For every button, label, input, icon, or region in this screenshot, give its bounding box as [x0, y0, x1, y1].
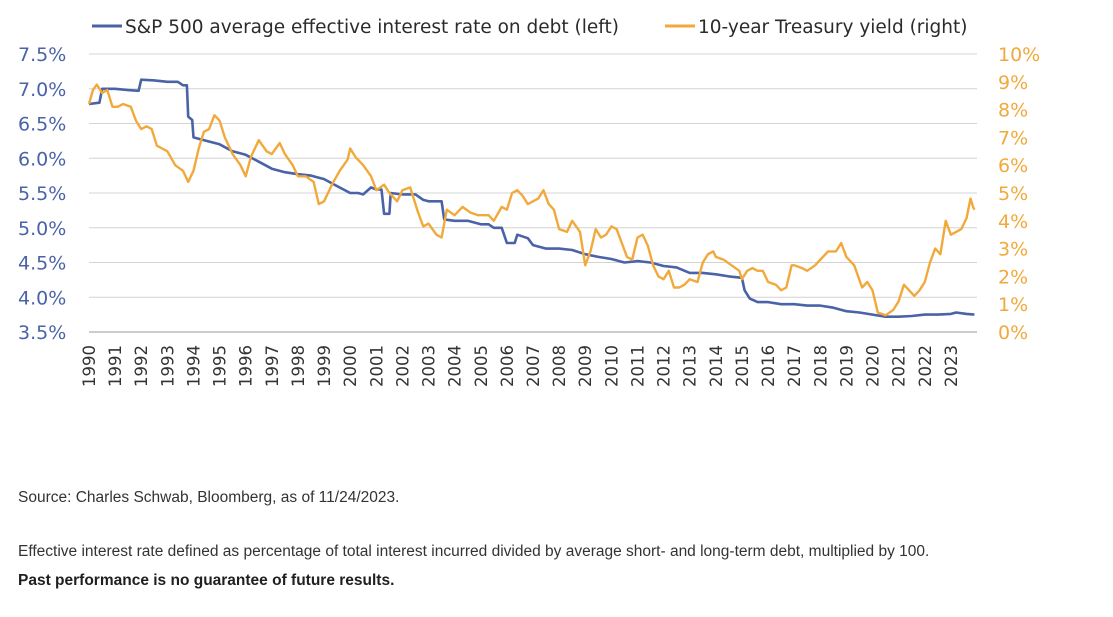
treasury-yield-line [87, 83, 976, 317]
interest-rate-chart: S&P 500 average effective interest rate … [18, 17, 1040, 387]
x-tick-label: 2006 [498, 345, 517, 387]
x-axis: 1990 1991 1992 1993 1994 1995 1996 1997 1998 1999… [80, 345, 961, 387]
x-tick-label: 2000 [341, 345, 360, 387]
disclaimer-note: Past performance is no guarantee of futu… [18, 572, 395, 589]
chart-series [87, 78, 976, 318]
chart-legend: S&P 500 average effective interest rate … [92, 17, 967, 38]
x-tick-label: 2018 [811, 345, 830, 387]
left-y-tick-label: 4.0% [18, 287, 66, 309]
x-tick-label: 2005 [472, 345, 491, 387]
right-y-tick-label: 8% [998, 100, 1028, 122]
x-tick-label: 2023 [942, 345, 961, 387]
left-y-tick-label: 4.5% [18, 253, 66, 275]
right-y-tick-label: 5% [998, 183, 1028, 205]
x-tick-label: 1996 [237, 345, 256, 387]
x-tick-label: 2001 [367, 345, 386, 387]
left-y-tick-label: 7.0% [18, 79, 66, 101]
x-tick-label: 2011 [628, 345, 647, 387]
x-tick-label: 1992 [132, 345, 151, 387]
x-tick-label: 2017 [785, 345, 804, 387]
x-tick-label: 2004 [446, 345, 465, 387]
x-tick-label: 1990 [80, 345, 99, 387]
source-note: Source: Charles Schwab, Bloomberg, as of… [18, 489, 400, 506]
right-y-tick-label: 0% [998, 322, 1028, 344]
right-y-tick-label: 2% [998, 266, 1028, 288]
left-y-axis: 7.5% 7.0% 6.5% 6.0% 5.5% 5.0% 4.5% 4.0% 3.5% [18, 44, 66, 344]
x-tick-label: 2014 [707, 345, 726, 387]
left-y-tick-label: 6.0% [18, 148, 66, 170]
x-tick-label: 2003 [420, 345, 439, 387]
legend-entry: 10-year Treasury yield (right) [698, 17, 967, 38]
x-tick-label: 1998 [289, 345, 308, 387]
definition-note: Effective interest rate defined as perce… [18, 543, 930, 560]
x-tick-label: 2020 [864, 345, 883, 387]
right-y-tick-label: 6% [998, 155, 1028, 177]
left-y-tick-label: 6.5% [18, 114, 66, 136]
x-tick-label: 1994 [184, 345, 203, 387]
x-tick-label: 2015 [733, 345, 752, 387]
right-y-tick-label: 9% [998, 72, 1028, 94]
x-tick-label: 1997 [263, 345, 282, 387]
x-tick-label: 2002 [393, 345, 412, 387]
x-tick-label: 1991 [106, 345, 125, 387]
right-y-axis: 10% 9% 8% 7% 6% 5% 4% 3% 2% 1% 0% [998, 44, 1040, 344]
x-tick-label: 2008 [550, 345, 569, 387]
left-y-tick-label: 5.0% [18, 218, 66, 240]
left-y-tick-label: 3.5% [18, 322, 66, 344]
right-y-tick-label: 1% [998, 294, 1028, 316]
x-tick-label: 2012 [655, 345, 674, 387]
x-tick-label: 2022 [916, 345, 935, 387]
x-tick-label: 2007 [524, 345, 543, 387]
right-y-tick-label: 3% [998, 239, 1028, 261]
x-tick-label: 2013 [681, 345, 700, 387]
chart-gridlines [89, 53, 977, 333]
legend-entry: S&P 500 average effective interest rate … [125, 17, 619, 38]
x-tick-label: 1999 [315, 345, 334, 387]
x-tick-label: 2016 [759, 345, 778, 387]
right-y-tick-label: 7% [998, 127, 1028, 149]
left-y-tick-label: 7.5% [18, 44, 66, 66]
x-tick-label: 2010 [602, 345, 621, 387]
sp500-effective-rate-line [88, 78, 975, 318]
x-tick-label: 1993 [158, 345, 177, 387]
x-tick-label: 2021 [890, 345, 909, 387]
right-y-tick-label: 10% [998, 44, 1040, 66]
right-y-tick-label: 4% [998, 211, 1028, 233]
x-tick-label: 2009 [576, 345, 595, 387]
left-y-tick-label: 5.5% [18, 183, 66, 205]
x-tick-label: 1995 [211, 345, 230, 387]
x-tick-label: 2019 [837, 345, 856, 387]
